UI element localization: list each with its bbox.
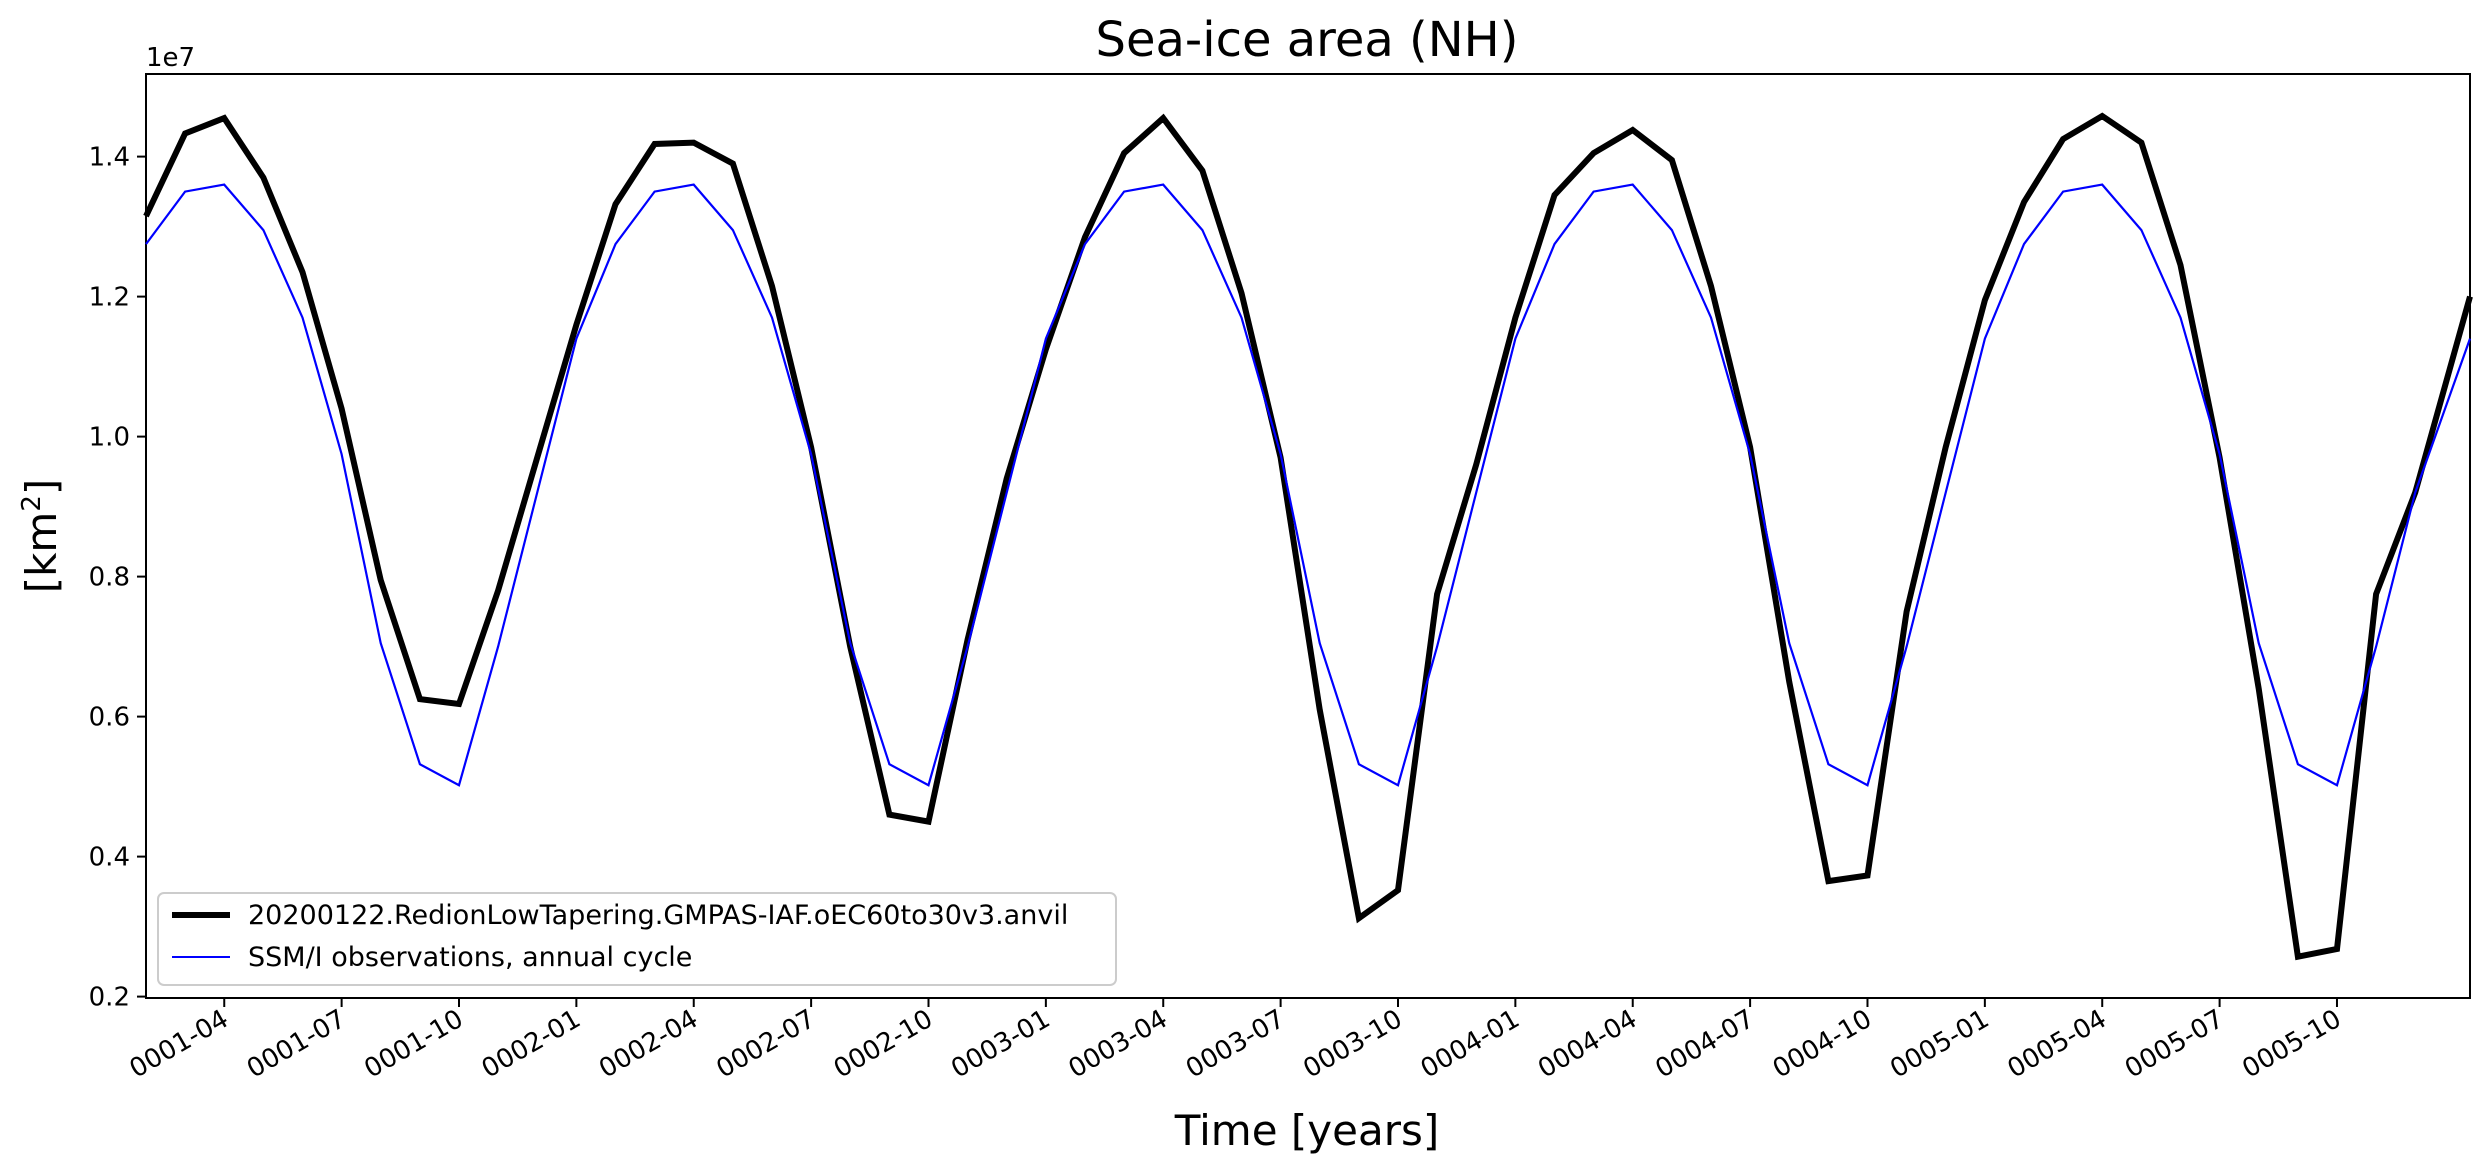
x-tick-label: 0003-04 <box>1064 1004 1173 1084</box>
x-ticks: 0001-04 0001-07 0001-10 0002-01 0002-04 0002-… <box>125 998 2346 1084</box>
x-tick-label: 0003-07 <box>1181 1004 1290 1084</box>
legend-label-model: 20200122.RedionLowTapering.GMPAS-IAF.oEC… <box>248 900 1068 931</box>
y-ticks: 0.2 0.4 0.6 0.8 1.0 1.2 1.4 <box>89 143 146 1013</box>
x-tick-label: 0005-01 <box>1885 1004 1994 1084</box>
y-axis-label-exponent: 2 <box>17 495 47 512</box>
y-tick-label: 0.8 <box>89 563 130 593</box>
x-axis-label: Time [years] <box>1174 1106 1440 1155</box>
x-tick-label: 0004-04 <box>1533 1004 1642 1084</box>
x-tick-label: 0002-07 <box>712 1004 821 1084</box>
x-tick-label: 0004-07 <box>1651 1004 1760 1084</box>
y-tick-label: 1.0 <box>89 423 130 453</box>
x-tick-label: 0002-10 <box>829 1004 938 1084</box>
y-tick-label: 1.4 <box>89 143 130 173</box>
series-layer <box>143 112 2473 961</box>
x-tick-label: 0004-01 <box>1416 1004 1525 1084</box>
y-axis-label: [km2] <box>17 479 66 594</box>
x-tick-label: 0002-04 <box>594 1004 703 1084</box>
y-offset-label: 1e7 <box>146 43 195 73</box>
x-tick-label: 0001-07 <box>242 1004 351 1084</box>
legend-label-observations: SSM/I observations, annual cycle <box>248 942 692 973</box>
legend-frame <box>157 892 1117 986</box>
y-tick-label: 0.6 <box>89 703 130 733</box>
x-tick-label: 0001-04 <box>125 1004 234 1084</box>
chart-title: Sea-ice area (NH) <box>1096 12 1519 68</box>
x-tick-label: 0003-01 <box>946 1004 1055 1084</box>
x-tick-label: 0002-01 <box>477 1004 586 1084</box>
y-tick-label: 0.2 <box>89 983 130 1013</box>
x-tick-label: 0005-04 <box>2003 1004 2112 1084</box>
y-tick-label: 0.4 <box>89 843 130 873</box>
x-tick-label: 0001-10 <box>359 1004 468 1084</box>
y-axis-label-close: ] <box>17 479 66 495</box>
y-tick-label: 1.2 <box>89 283 130 313</box>
x-tick-label: 0005-10 <box>2237 1004 2346 1084</box>
x-tick-label: 0004-10 <box>1768 1004 1877 1084</box>
series-line-observations <box>145 183 2472 787</box>
y-axis-label-base: [km <box>17 512 66 594</box>
x-tick-label: 0005-07 <box>2120 1004 2229 1084</box>
legend: 20200122.RedionLowTapering.GMPAS-IAF.oEC… <box>157 892 1117 986</box>
series-line-model <box>143 112 2473 961</box>
x-tick-label: 0003-10 <box>1298 1004 1407 1084</box>
plot-frame <box>145 73 2471 999</box>
